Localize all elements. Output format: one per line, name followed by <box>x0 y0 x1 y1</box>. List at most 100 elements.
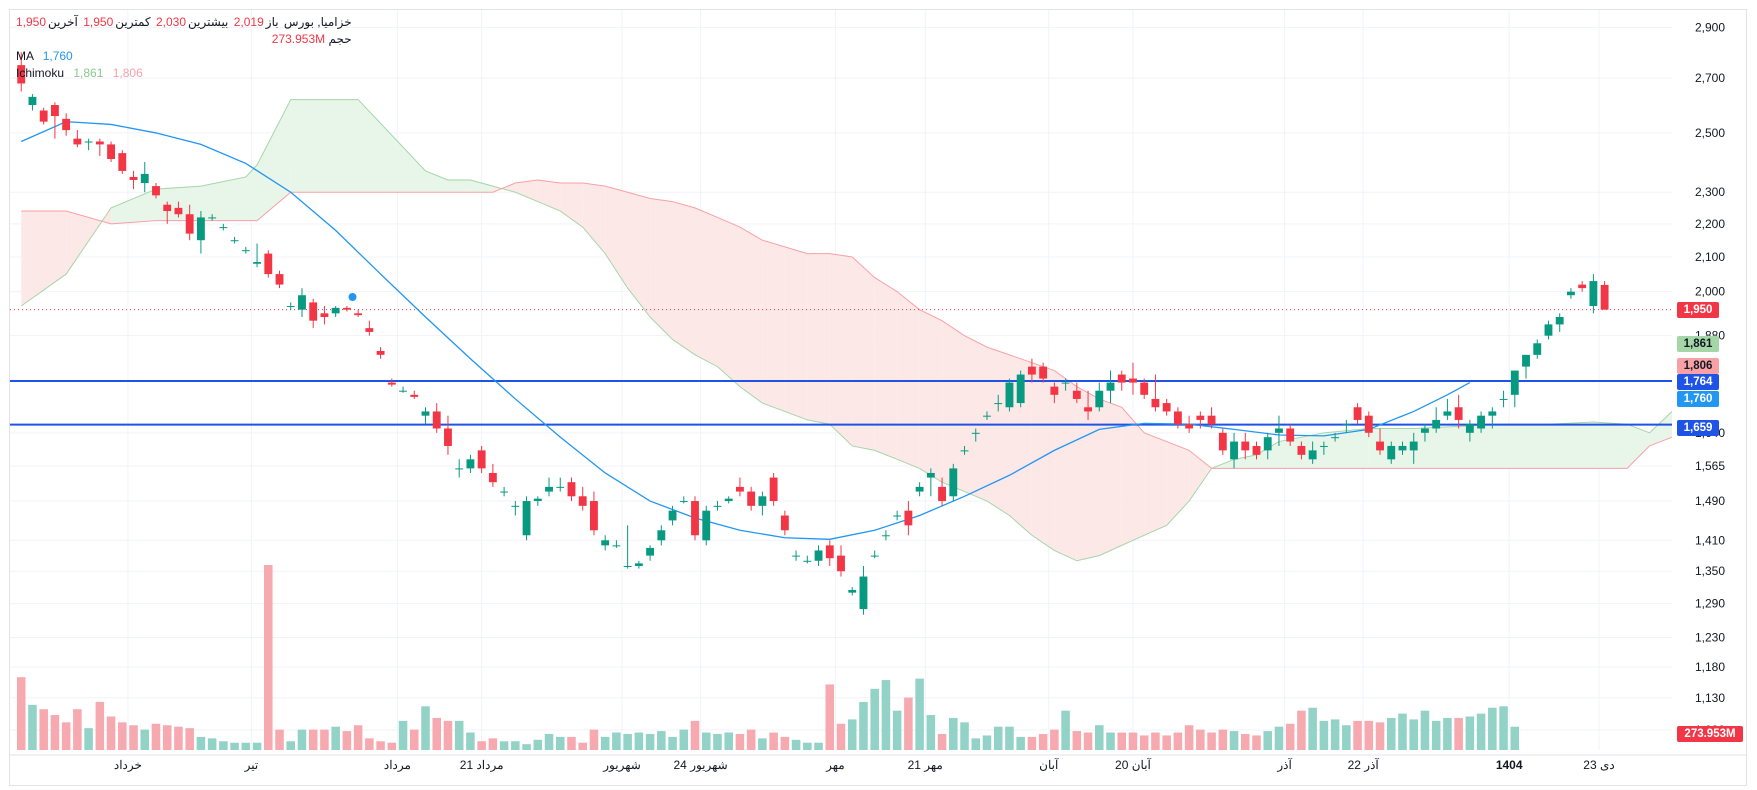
cloud-segment <box>852 256 875 451</box>
cloud-segment <box>200 176 246 221</box>
candle-body <box>174 207 183 215</box>
ma-line <box>20 120 1471 540</box>
candle-body <box>747 491 756 506</box>
volume-bar <box>1398 713 1407 750</box>
candle <box>399 386 407 393</box>
candle-body <box>1129 378 1137 383</box>
close-value: 1,950 <box>16 15 47 29</box>
volume-bar <box>1173 732 1183 750</box>
cloud-segment <box>807 253 830 425</box>
candle-body <box>1364 415 1373 433</box>
candle-body <box>118 153 127 171</box>
candle-body <box>95 141 104 145</box>
candle <box>848 587 857 596</box>
candle <box>825 540 834 566</box>
candle <box>1106 370 1115 404</box>
volume-bar <box>230 742 239 750</box>
candle-body <box>1016 374 1025 404</box>
candle-body <box>17 65 26 84</box>
volume-bar <box>50 715 60 750</box>
ma-row[interactable]: MA 1,760 <box>16 48 352 65</box>
candle-body <box>758 496 767 506</box>
candle <box>219 223 228 231</box>
candle <box>1578 281 1587 292</box>
cloud-segment <box>1076 386 1100 561</box>
upper-line-badge[interactable]: 1,764 <box>1677 374 1719 390</box>
time-tick-label: خرداد <box>114 758 142 772</box>
candle <box>1275 415 1283 446</box>
candle-body <box>1387 445 1396 460</box>
candle <box>881 530 890 541</box>
cloud-segment <box>515 179 538 202</box>
ma-label: MA <box>16 49 34 63</box>
candle-body <box>84 141 93 143</box>
candle-body <box>444 428 452 446</box>
volume-bar <box>1252 735 1261 750</box>
chart-event-marker[interactable] <box>347 292 358 303</box>
volume-row[interactable]: حجم 273.953M <box>16 31 352 48</box>
volume-bar <box>522 744 531 750</box>
candle-body <box>152 186 160 196</box>
candle-body <box>1027 366 1036 375</box>
price-tick-label: 2,700 <box>1695 71 1725 85</box>
volume-bar <box>971 738 981 750</box>
volume-bar <box>342 731 352 750</box>
lower-line-badge[interactable]: 1,659 <box>1677 420 1719 436</box>
candle-body <box>814 550 823 561</box>
candle-body <box>983 415 991 417</box>
symbol-name[interactable]: خزامیا, بورس <box>283 15 352 29</box>
candle-body <box>477 450 486 469</box>
open-value: 2,019 <box>233 15 264 29</box>
volume-bar <box>95 701 105 750</box>
candle <box>623 525 632 569</box>
candle-body <box>73 138 82 145</box>
candle <box>264 250 273 278</box>
volume-bar <box>443 720 453 750</box>
candle-body <box>1567 291 1575 296</box>
candle <box>84 138 93 151</box>
candle <box>567 477 576 502</box>
candle <box>702 505 711 546</box>
candle-body <box>376 350 385 355</box>
candle-body <box>803 560 812 562</box>
volume-bar <box>1499 706 1508 750</box>
candle-body <box>522 501 531 536</box>
candle <box>915 482 924 497</box>
volume-bar <box>735 733 745 750</box>
candle-body <box>1308 450 1317 460</box>
candle <box>736 477 744 497</box>
volume-bar <box>690 720 700 750</box>
cloud-segment <box>111 189 156 224</box>
candle <box>1589 274 1598 314</box>
cloud-segment <box>1503 424 1549 469</box>
ichimoku-row[interactable]: Ichimoku 1,861 1,806 <box>16 65 352 82</box>
volume-bar <box>600 736 610 750</box>
volume-bar <box>118 722 127 750</box>
candle-body <box>1555 316 1564 325</box>
candle <box>1510 370 1519 408</box>
candle-body <box>578 496 587 506</box>
candle-body <box>1072 390 1081 399</box>
candle <box>1162 398 1171 416</box>
candle <box>275 270 284 289</box>
candle-body <box>870 555 879 557</box>
candle <box>455 459 464 478</box>
candle <box>1533 339 1542 359</box>
volume-bar <box>612 732 621 750</box>
volume-bar <box>511 741 520 750</box>
candle-body <box>399 390 407 392</box>
time-tick-label: تیر <box>244 758 259 772</box>
candle-body <box>1151 398 1160 408</box>
candle <box>62 113 71 136</box>
candle <box>646 545 655 561</box>
candle <box>1522 354 1530 379</box>
candle-body <box>129 176 138 180</box>
candle <box>331 306 340 317</box>
cloud-segment <box>964 335 987 502</box>
candle <box>421 407 430 425</box>
candle-body <box>264 253 273 275</box>
volume-bar <box>982 735 992 750</box>
candle <box>1252 441 1261 460</box>
cloud-segment <box>627 192 651 317</box>
